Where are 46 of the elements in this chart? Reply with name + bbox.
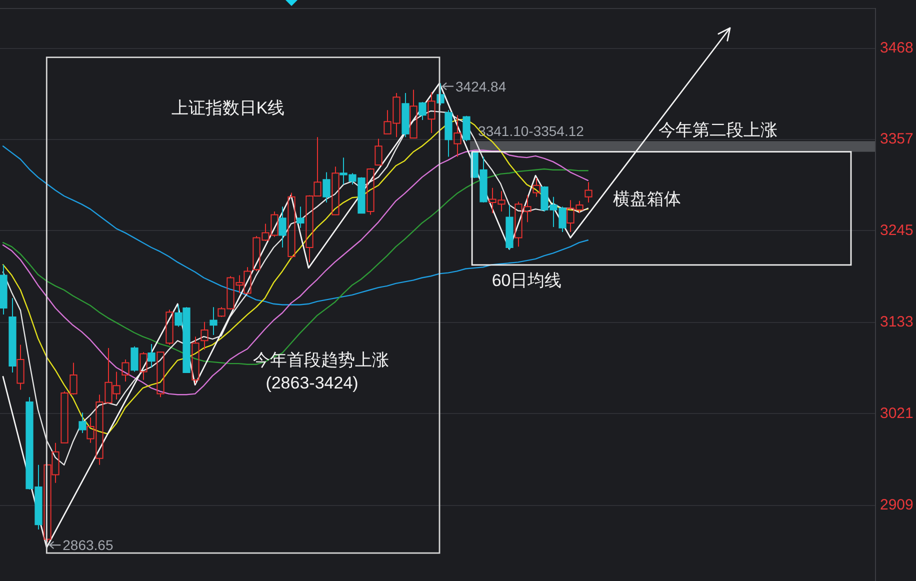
- candlestick: [16, 344, 24, 390]
- candlestick: [296, 206, 304, 228]
- candlestick: [166, 309, 174, 346]
- candlestick: [78, 412, 86, 434]
- y-tick-label: 3133: [880, 313, 914, 330]
- band-label: 3341.10-3354.12: [478, 123, 584, 140]
- candlestick: [410, 89, 418, 138]
- candlestick: [374, 138, 382, 166]
- candlestick: [200, 321, 208, 350]
- candlestick: [140, 352, 148, 380]
- candlestick: [584, 182, 592, 204]
- candlestick: [288, 192, 296, 259]
- candlestick: [332, 166, 340, 216]
- candlestick: [122, 358, 130, 382]
- text: 横盘箱体: [613, 190, 681, 208]
- series-label: 60日均线: [492, 271, 562, 290]
- y-tick-label: 2909: [880, 496, 914, 514]
- annotation: 3424.84: [456, 78, 506, 94]
- y-tick-label: 3468: [880, 40, 914, 57]
- candlestick: [428, 92, 436, 134]
- candlestick: [192, 336, 200, 384]
- line-series: [2, 146, 589, 306]
- candlestick: [278, 206, 286, 248]
- candlestick: [148, 343, 156, 368]
- line-series: [2, 150, 589, 396]
- candlestick: [8, 298, 16, 374]
- candlestick: [210, 306, 218, 336]
- candlestick: [322, 172, 330, 204]
- candlestick: [366, 168, 374, 216]
- annotation: 2863.65: [62, 537, 114, 554]
- y-tick-label: 3245: [880, 222, 914, 239]
- candlestick: [0, 264, 8, 316]
- candlestick: [418, 102, 426, 120]
- candlestick: [402, 92, 410, 138]
- text: 今年第二段上涨: [658, 120, 778, 140]
- candlestick: [532, 178, 540, 198]
- text: 上证指数日K线: [171, 98, 285, 118]
- annotation: (2863-3424): [266, 374, 358, 392]
- candlestick: [130, 346, 138, 372]
- y-tick-label: 3357: [880, 130, 914, 148]
- candlestick: [444, 110, 452, 158]
- y-tick-label: 3021: [880, 404, 914, 422]
- candlestick: [156, 352, 164, 398]
- candlestick: [506, 204, 514, 250]
- candlestick: [462, 115, 470, 142]
- candlestick: [454, 114, 462, 158]
